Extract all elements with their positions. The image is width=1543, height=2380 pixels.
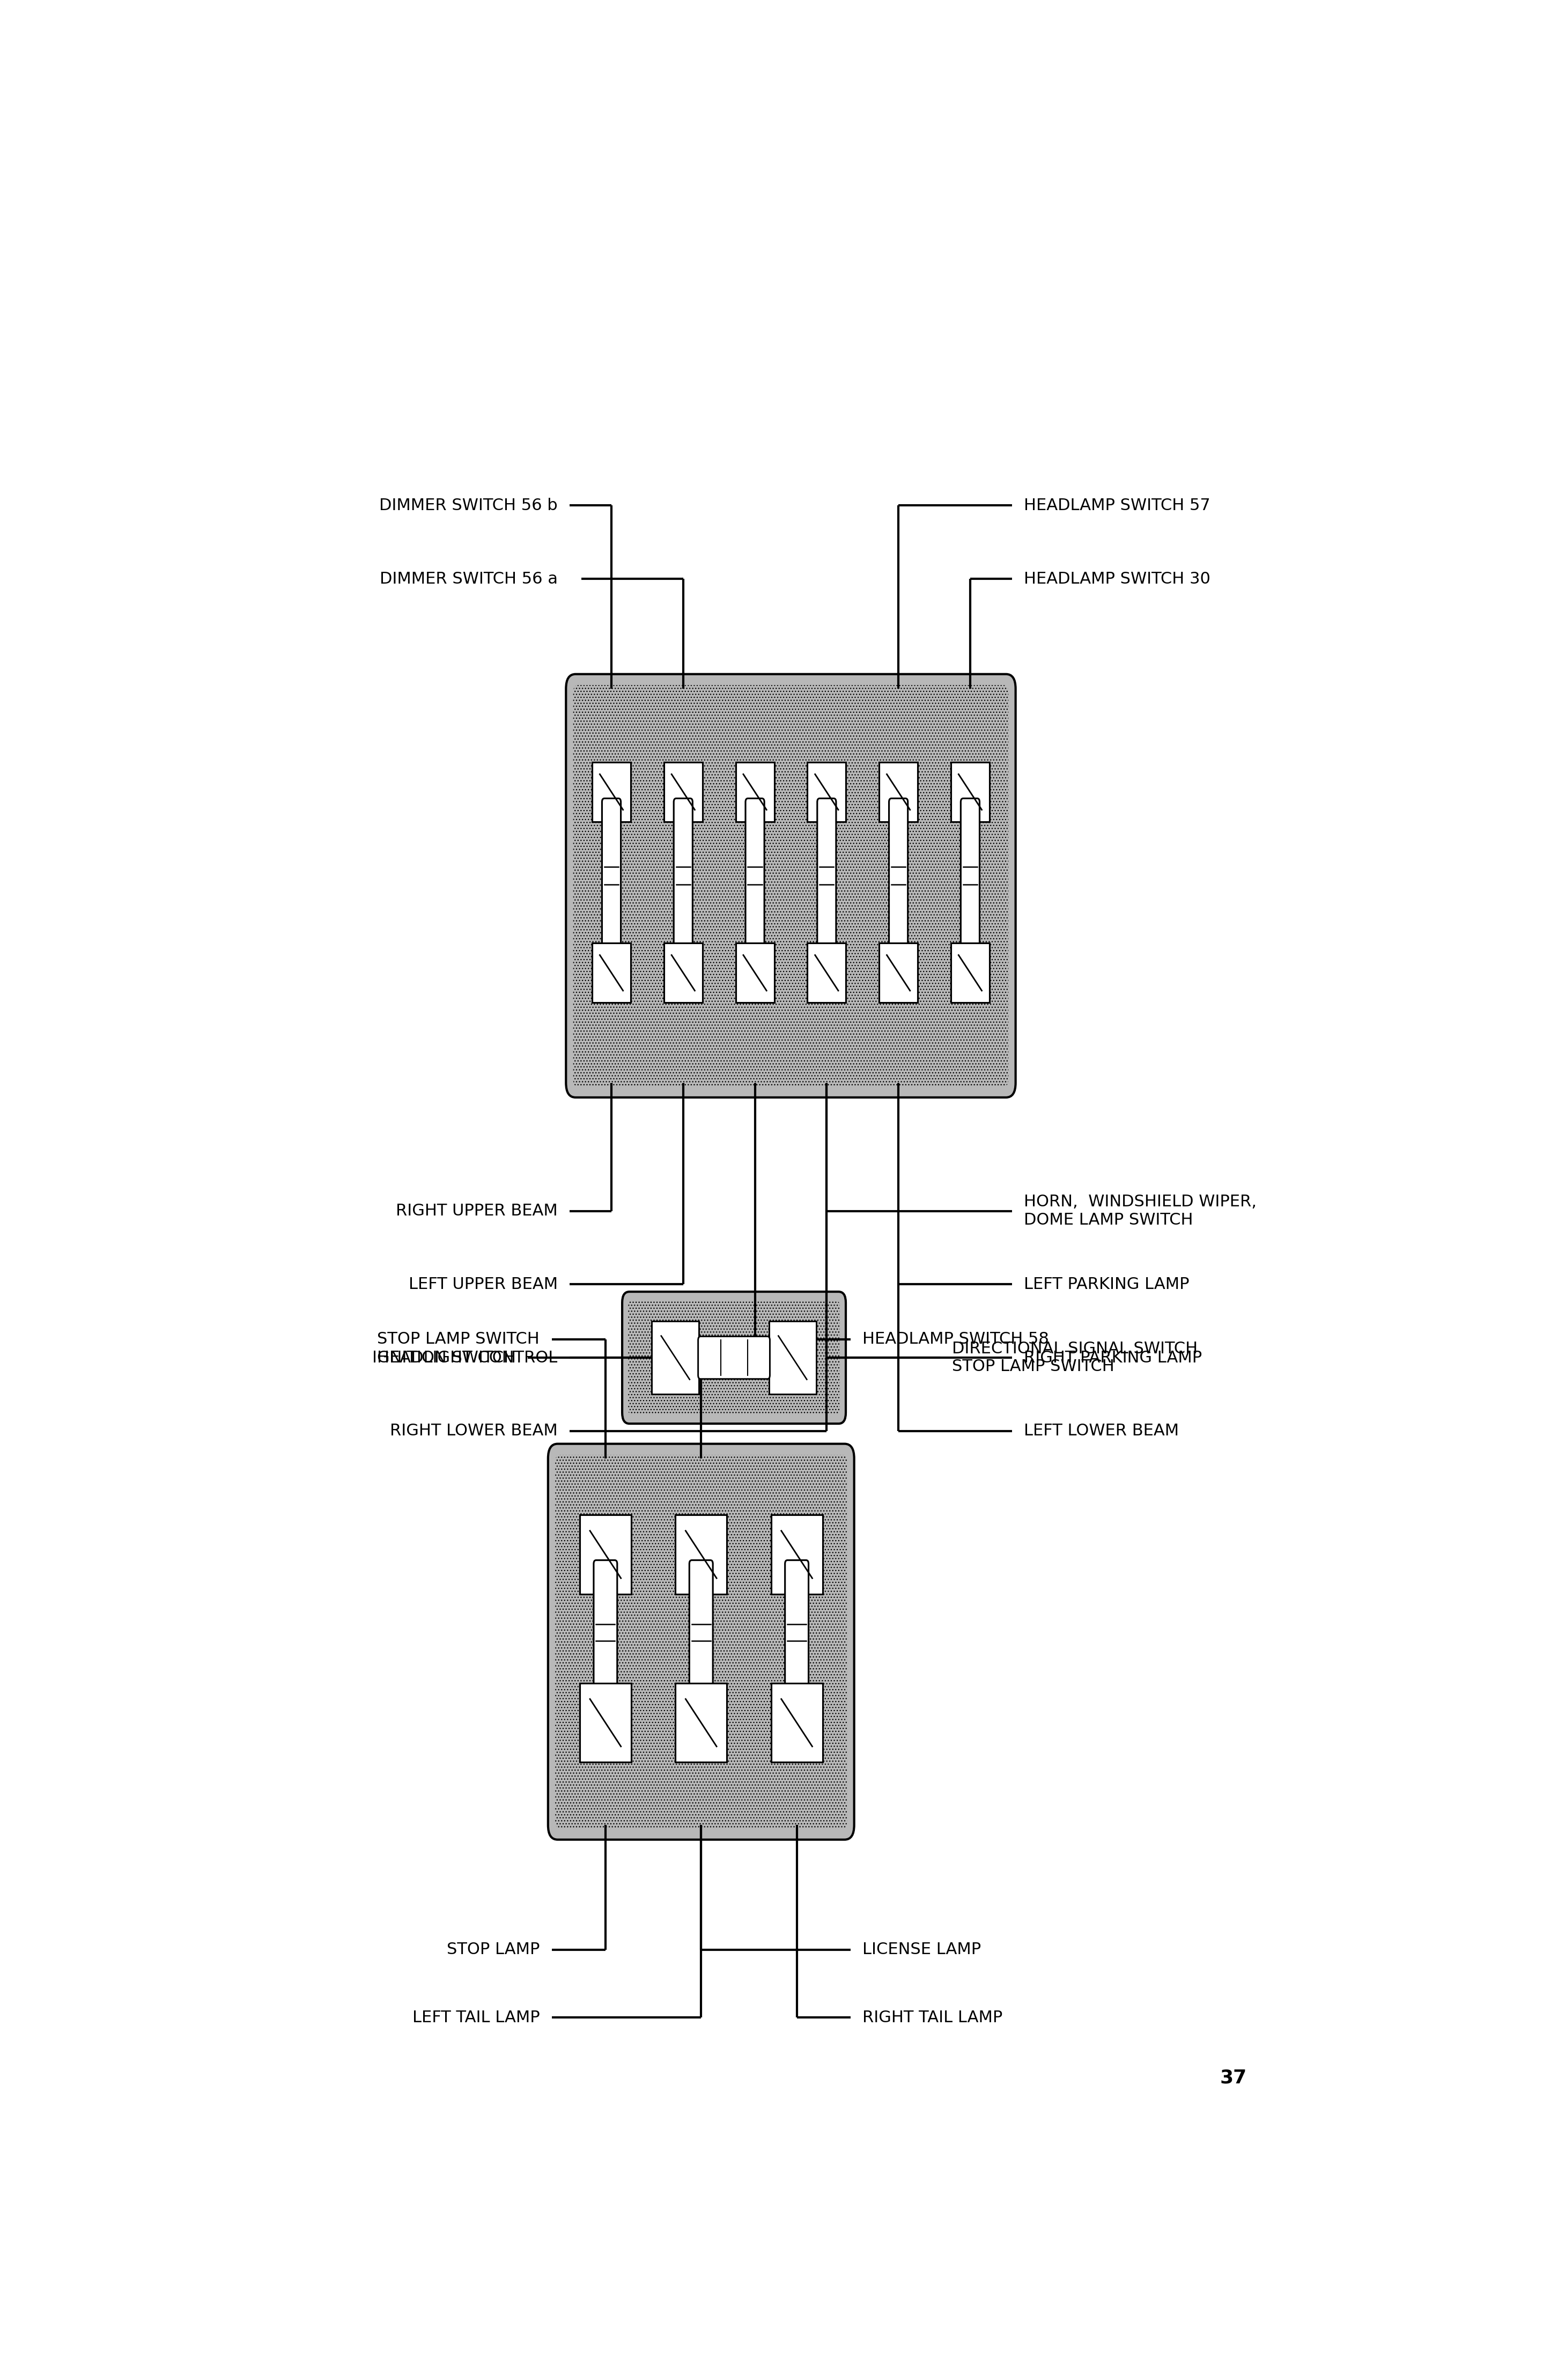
Text: HEADLAMP SWITCH 58: HEADLAMP SWITCH 58 (863, 1330, 1049, 1347)
FancyBboxPatch shape (818, 797, 836, 952)
Bar (580, 1683, 631, 1761)
FancyBboxPatch shape (697, 1338, 770, 1378)
FancyBboxPatch shape (674, 797, 693, 952)
Text: DIRECTIONAL SIGNAL SWITCH
STOP LAMP SWITCH: DIRECTIONAL SIGNAL SWITCH STOP LAMP SWIT… (952, 1340, 1197, 1376)
Text: 37: 37 (1221, 2068, 1247, 2087)
Bar (593, 942, 631, 1002)
Bar (663, 762, 702, 821)
Text: STOP LAMP SWITCH: STOP LAMP SWITCH (378, 1330, 540, 1347)
FancyBboxPatch shape (622, 1292, 846, 1423)
FancyBboxPatch shape (594, 1561, 617, 1704)
Text: IGNITION SWITCH: IGNITION SWITCH (372, 1349, 515, 1366)
FancyBboxPatch shape (548, 1445, 855, 1840)
Bar (950, 942, 989, 1002)
Bar (593, 762, 631, 821)
Bar (768, 1321, 816, 1395)
Text: HORN,  WINDSHIELD WIPER,
DOME LAMP SWITCH: HORN, WINDSHIELD WIPER, DOME LAMP SWITCH (1025, 1195, 1256, 1228)
Text: RIGHT PARKING LAMP: RIGHT PARKING LAMP (1025, 1349, 1202, 1366)
FancyBboxPatch shape (566, 674, 1015, 1097)
Text: DIMMER SWITCH 56 b: DIMMER SWITCH 56 b (380, 497, 557, 514)
Bar (807, 942, 846, 1002)
Text: HEADLAMP SWITCH 57: HEADLAMP SWITCH 57 (1025, 497, 1210, 514)
Bar (772, 1516, 822, 1595)
Text: LEFT TAIL LAMP: LEFT TAIL LAMP (412, 2009, 540, 2025)
Text: LEFT LOWER BEAM: LEFT LOWER BEAM (1025, 1423, 1179, 1440)
FancyBboxPatch shape (690, 1561, 713, 1704)
FancyBboxPatch shape (785, 1561, 809, 1704)
Text: HEADLIGHT CONTROL: HEADLIGHT CONTROL (376, 1349, 557, 1366)
Bar (651, 1321, 699, 1395)
Bar (663, 942, 702, 1002)
Bar (807, 762, 846, 821)
Bar (880, 942, 918, 1002)
Text: RIGHT UPPER BEAM: RIGHT UPPER BEAM (395, 1204, 557, 1219)
Bar (736, 762, 775, 821)
Bar (676, 1683, 727, 1761)
Bar (580, 1516, 631, 1595)
FancyBboxPatch shape (745, 797, 764, 952)
FancyBboxPatch shape (961, 797, 980, 952)
Text: STOP LAMP: STOP LAMP (446, 1942, 540, 1956)
Text: RIGHT LOWER BEAM: RIGHT LOWER BEAM (390, 1423, 557, 1440)
Text: RIGHT TAIL LAMP: RIGHT TAIL LAMP (863, 2009, 1003, 2025)
Bar (736, 942, 775, 1002)
Text: LICENSE LAMP: LICENSE LAMP (863, 1942, 981, 1956)
Bar (772, 1683, 822, 1761)
FancyBboxPatch shape (602, 797, 620, 952)
Text: LEFT PARKING LAMP: LEFT PARKING LAMP (1025, 1276, 1190, 1292)
Bar (676, 1516, 727, 1595)
Bar (950, 762, 989, 821)
FancyBboxPatch shape (889, 797, 907, 952)
Text: DIMMER SWITCH 56 a: DIMMER SWITCH 56 a (380, 571, 557, 585)
Bar (880, 762, 918, 821)
Text: HEADLAMP SWITCH 30: HEADLAMP SWITCH 30 (1025, 571, 1211, 585)
Text: LEFT UPPER BEAM: LEFT UPPER BEAM (409, 1276, 557, 1292)
